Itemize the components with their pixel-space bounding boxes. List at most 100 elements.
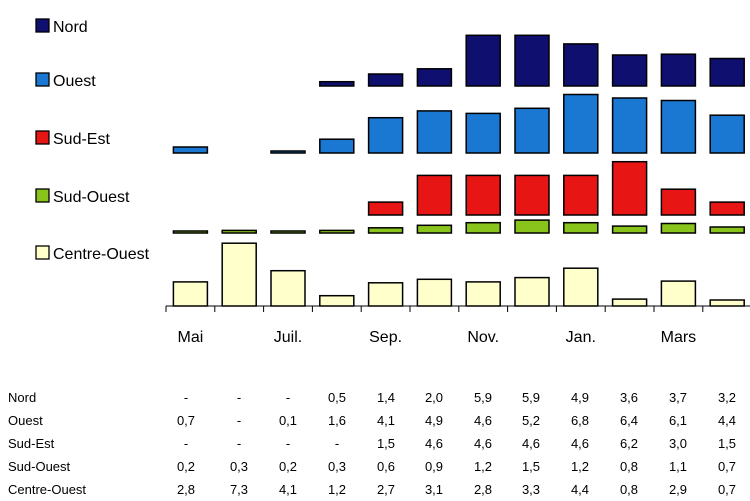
bar-nord-f-vr (611, 54, 648, 87)
x-tick-label-mai: Mai (178, 329, 204, 346)
legend-swatch-ouest (35, 72, 50, 87)
table-row-label-sud-ouest: Sud-Ouest (8, 459, 71, 474)
bar-centre-ouest-nov (465, 281, 501, 307)
table-cell-sud-ouest-f-vr: 0,8 (620, 459, 638, 474)
table-cell-centre-ouest-f-vr: 0,8 (620, 482, 638, 497)
bar-sud-est-f-vr (611, 160, 648, 216)
bar-centre-ouest-mars (660, 280, 697, 307)
table-cell-sud-est-ao-t: - (335, 436, 339, 451)
table-cell-ouest-ao-t: 1,6 (328, 413, 346, 428)
table-cell-centre-ouest-mars: 2,9 (669, 482, 687, 497)
table-cell-nord-sep: 1,4 (377, 390, 395, 405)
x-tick-label-jan: Jan. (566, 329, 596, 346)
table-cell-nord-mai: - (184, 390, 188, 405)
table-cell-centre-ouest-jan: 4,4 (571, 482, 589, 497)
table-cell-sud-est-oct: 4,6 (425, 436, 443, 451)
bar-ouest-f-vr (611, 97, 648, 154)
table-cell-centre-ouest-juin: 7,3 (230, 482, 248, 497)
legend-label-sud-est: Sud-Est (53, 131, 110, 148)
bar-sud-est-jan (563, 174, 599, 216)
bar-sud-ouest-juil (270, 230, 306, 234)
table-cell-centre-ouest-d-c: 3,3 (522, 482, 540, 497)
x-tick-label-juil: Juil. (274, 329, 302, 346)
table-row-label-sud-est: Sud-Est (8, 436, 55, 451)
table-cell-sud-ouest-ao-t: 0,3 (328, 459, 346, 474)
table-cell-sud-est-juil: - (286, 436, 290, 451)
bar-sud-ouest-d-c (514, 219, 550, 234)
table-cell-sud-est-f-vr: 6,2 (620, 436, 638, 451)
table-cell-sud-ouest-avr: 0,7 (718, 459, 736, 474)
bar-centre-ouest-sep (367, 282, 404, 307)
bar-ouest-jan (563, 93, 599, 154)
legend-label-centre-ouest: Centre-Ouest (53, 246, 150, 263)
table-cell-nord-oct: 2,0 (425, 390, 443, 405)
bar-ouest-avr (709, 114, 745, 154)
table-cell-ouest-mai: 0,7 (177, 413, 195, 428)
bar-ouest-d-c (514, 107, 550, 154)
table-cell-nord-jan: 4,9 (571, 390, 589, 405)
table-cell-sud-ouest-mai: 0,2 (177, 459, 195, 474)
table-row-label-ouest: Ouest (8, 413, 43, 428)
bar-sud-ouest-ao-t (319, 229, 355, 234)
bar-centre-ouest-avr (709, 299, 745, 307)
legend-swatch-sud-est (35, 130, 50, 145)
table-cell-sud-ouest-nov: 1,2 (474, 459, 492, 474)
table-cell-centre-ouest-sep: 2,7 (377, 482, 395, 497)
bar-sud-est-mars (660, 188, 697, 216)
table-cell-ouest-juil: 0,1 (279, 413, 297, 428)
table-cell-centre-ouest-juil: 4,1 (279, 482, 297, 497)
table-cell-sud-est-jan: 4,6 (571, 436, 589, 451)
table-cell-nord-nov: 5,9 (474, 390, 492, 405)
bar-centre-ouest-juil (270, 269, 306, 307)
legend-swatch-nord (35, 18, 50, 33)
bar-nord-jan (563, 43, 599, 87)
legend-label-nord: Nord (53, 19, 88, 36)
table-cell-sud-ouest-jan: 1,2 (571, 459, 589, 474)
bar-sud-ouest-juin (221, 229, 257, 234)
table-cell-ouest-d-c: 5,2 (522, 413, 540, 428)
table-cell-nord-ao-t: 0,5 (328, 390, 346, 405)
table-cell-ouest-f-vr: 6,4 (620, 413, 638, 428)
table-cell-sud-ouest-sep: 0,6 (377, 459, 395, 474)
table-cell-ouest-jan: 6,8 (571, 413, 589, 428)
bar-sud-ouest-avr (709, 226, 745, 234)
table-cell-ouest-mars: 6,1 (669, 413, 687, 428)
legend-label-ouest: Ouest (53, 73, 96, 90)
bar-sud-ouest-jan (563, 221, 599, 234)
bar-ouest-juil (270, 150, 306, 154)
bar-centre-ouest-d-c (514, 276, 550, 307)
table-cell-centre-ouest-avr: 0,7 (718, 482, 736, 497)
legend-swatch-sud-ouest (35, 188, 50, 203)
bar-ouest-nov (465, 112, 501, 154)
chart-panels (172, 34, 745, 307)
bar-sud-ouest-nov (465, 221, 501, 234)
table-cell-nord-mars: 3,7 (669, 390, 687, 405)
table-cell-ouest-avr: 4,4 (718, 413, 736, 428)
table-cell-nord-d-c: 5,9 (522, 390, 540, 405)
bar-centre-ouest-juin (221, 242, 257, 307)
bar-nord-sep (367, 73, 404, 87)
table-cell-sud-est-avr: 1,5 (718, 436, 736, 451)
table-cell-sud-est-d-c: 4,6 (522, 436, 540, 451)
bar-nord-oct (416, 68, 453, 87)
bar-nord-avr (709, 57, 745, 87)
data-table: Nord - - - 0,5 1,4 2,0 5,9 5,9 4,9 3,6 3,7 3,2 Ouest 0… (8, 390, 736, 497)
bar-ouest-oct (416, 110, 453, 154)
bar-centre-ouest-mai (172, 281, 209, 307)
table-cell-sud-est-nov: 4,6 (474, 436, 492, 451)
table-cell-nord-f-vr: 3,6 (620, 390, 638, 405)
bar-sud-ouest-sep (367, 227, 404, 234)
bar-ouest-mars (660, 99, 697, 154)
bar-centre-ouest-jan (563, 267, 599, 307)
table-cell-sud-est-juin: - (237, 436, 241, 451)
table-cell-sud-ouest-d-c: 1,5 (522, 459, 540, 474)
bar-centre-ouest-f-vr (611, 298, 648, 307)
bar-sud-ouest-f-vr (611, 225, 648, 234)
bar-sud-est-sep (367, 201, 404, 216)
legend-label-sud-ouest: Sud-Ouest (53, 189, 130, 206)
bar-sud-est-oct (416, 174, 453, 216)
bar-sud-est-nov (465, 174, 501, 216)
table-cell-sud-est-mai: - (184, 436, 188, 451)
x-axis: Mai Juil. Sep. Nov. Jan. Mars (165, 305, 750, 346)
x-tick-label-sep: Sep. (369, 329, 402, 346)
